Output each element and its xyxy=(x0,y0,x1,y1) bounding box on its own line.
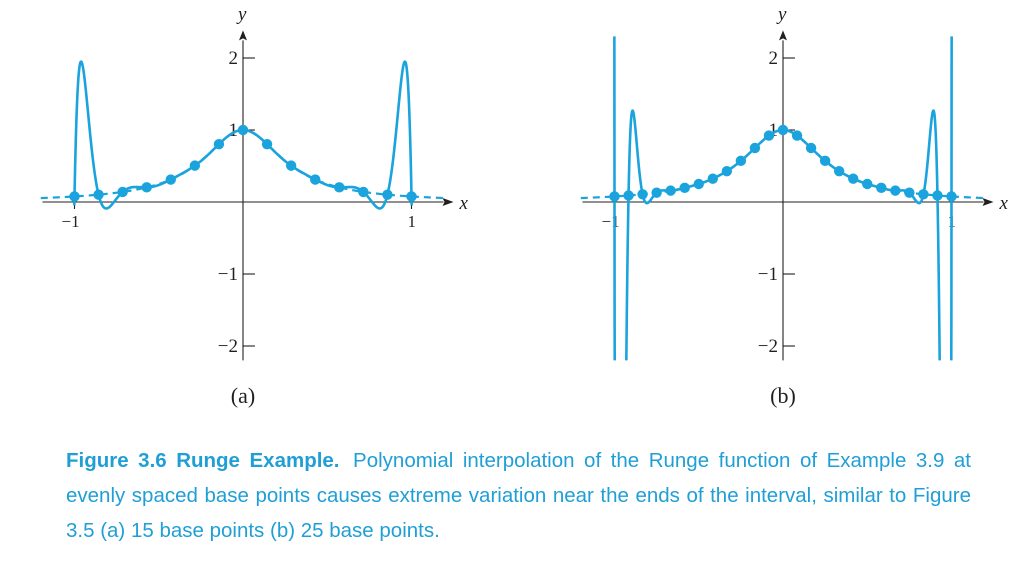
base-point xyxy=(117,186,128,198)
base-point xyxy=(310,174,321,185)
chart-panel-a: x y −1 1 2 1 −1 −2 (a) xyxy=(0,0,516,420)
y-tick-label: 2 xyxy=(769,48,779,69)
base-point xyxy=(918,189,929,200)
base-point xyxy=(637,189,648,200)
base-point xyxy=(609,191,620,202)
base-point xyxy=(165,174,176,185)
base-point xyxy=(237,124,249,136)
base-point xyxy=(763,130,775,141)
x-axis-label: x xyxy=(459,193,469,214)
base-point xyxy=(69,191,80,202)
x-tick-label: 1 xyxy=(408,212,417,231)
base-point xyxy=(848,173,859,184)
y-axis-label: y xyxy=(776,4,787,25)
y-axis-label: y xyxy=(236,4,247,25)
y-tick-label: 2 xyxy=(229,48,239,69)
base-point xyxy=(946,191,957,202)
x-axis-label: x xyxy=(999,193,1009,214)
y-axis-arrow xyxy=(779,30,787,41)
base-point xyxy=(819,155,831,167)
base-point xyxy=(334,182,345,193)
base-point xyxy=(707,173,718,184)
base-point xyxy=(876,182,887,194)
base-point xyxy=(285,160,297,171)
x-tick-label: −1 xyxy=(62,212,80,231)
base-point xyxy=(358,186,369,198)
base-point xyxy=(141,182,152,193)
base-point xyxy=(791,130,803,141)
x-axis-arrow xyxy=(442,198,454,206)
base-point xyxy=(665,185,676,196)
y-tick-label: −2 xyxy=(218,336,238,357)
base-point xyxy=(93,189,104,200)
y-tick-label: −1 xyxy=(218,264,238,285)
y-tick-label: −2 xyxy=(758,336,778,357)
chart-b-svg: xy−1 121−1−2(b) xyxy=(580,4,1009,408)
chart-panel-b: x y −1 1 2 1 −1 −2 (b) xyxy=(540,0,1032,420)
y-tick-label: −1 xyxy=(758,264,778,285)
base-point xyxy=(932,190,943,201)
base-point xyxy=(213,138,225,150)
chart-a-svg: x y −1 1 2 1 −1 −2 (a) xyxy=(40,4,469,408)
figure-caption: Figure 3.6 Runge Example. Polynomial int… xyxy=(66,443,971,548)
base-point xyxy=(406,191,417,202)
base-point xyxy=(623,190,634,201)
base-point xyxy=(382,189,393,200)
base-point xyxy=(721,165,733,177)
panel-label: (a) xyxy=(231,383,255,408)
base-point xyxy=(651,187,662,198)
figure-caption-text: Polynomial interpolation of the Runge fu… xyxy=(66,449,971,542)
y-tick-label: 1 xyxy=(229,120,239,141)
base-point xyxy=(735,155,747,167)
base-point xyxy=(679,182,690,194)
x-axis-arrow xyxy=(982,198,994,206)
base-point xyxy=(862,178,873,190)
panel-label: (b) xyxy=(770,383,796,408)
base-point xyxy=(833,165,845,177)
base-point xyxy=(890,185,901,196)
base-point xyxy=(693,178,704,190)
y-axis-arrow xyxy=(239,30,247,41)
y-tick-label: 1 xyxy=(769,120,779,141)
base-point xyxy=(805,142,817,154)
x-tick-label: −1 xyxy=(602,212,620,231)
base-point xyxy=(749,142,761,154)
figure-label: Figure 3.6 Runge Example. xyxy=(66,449,340,472)
base-point xyxy=(777,124,789,136)
base-point xyxy=(189,160,201,171)
base-point xyxy=(904,187,915,198)
base-point xyxy=(261,138,273,150)
